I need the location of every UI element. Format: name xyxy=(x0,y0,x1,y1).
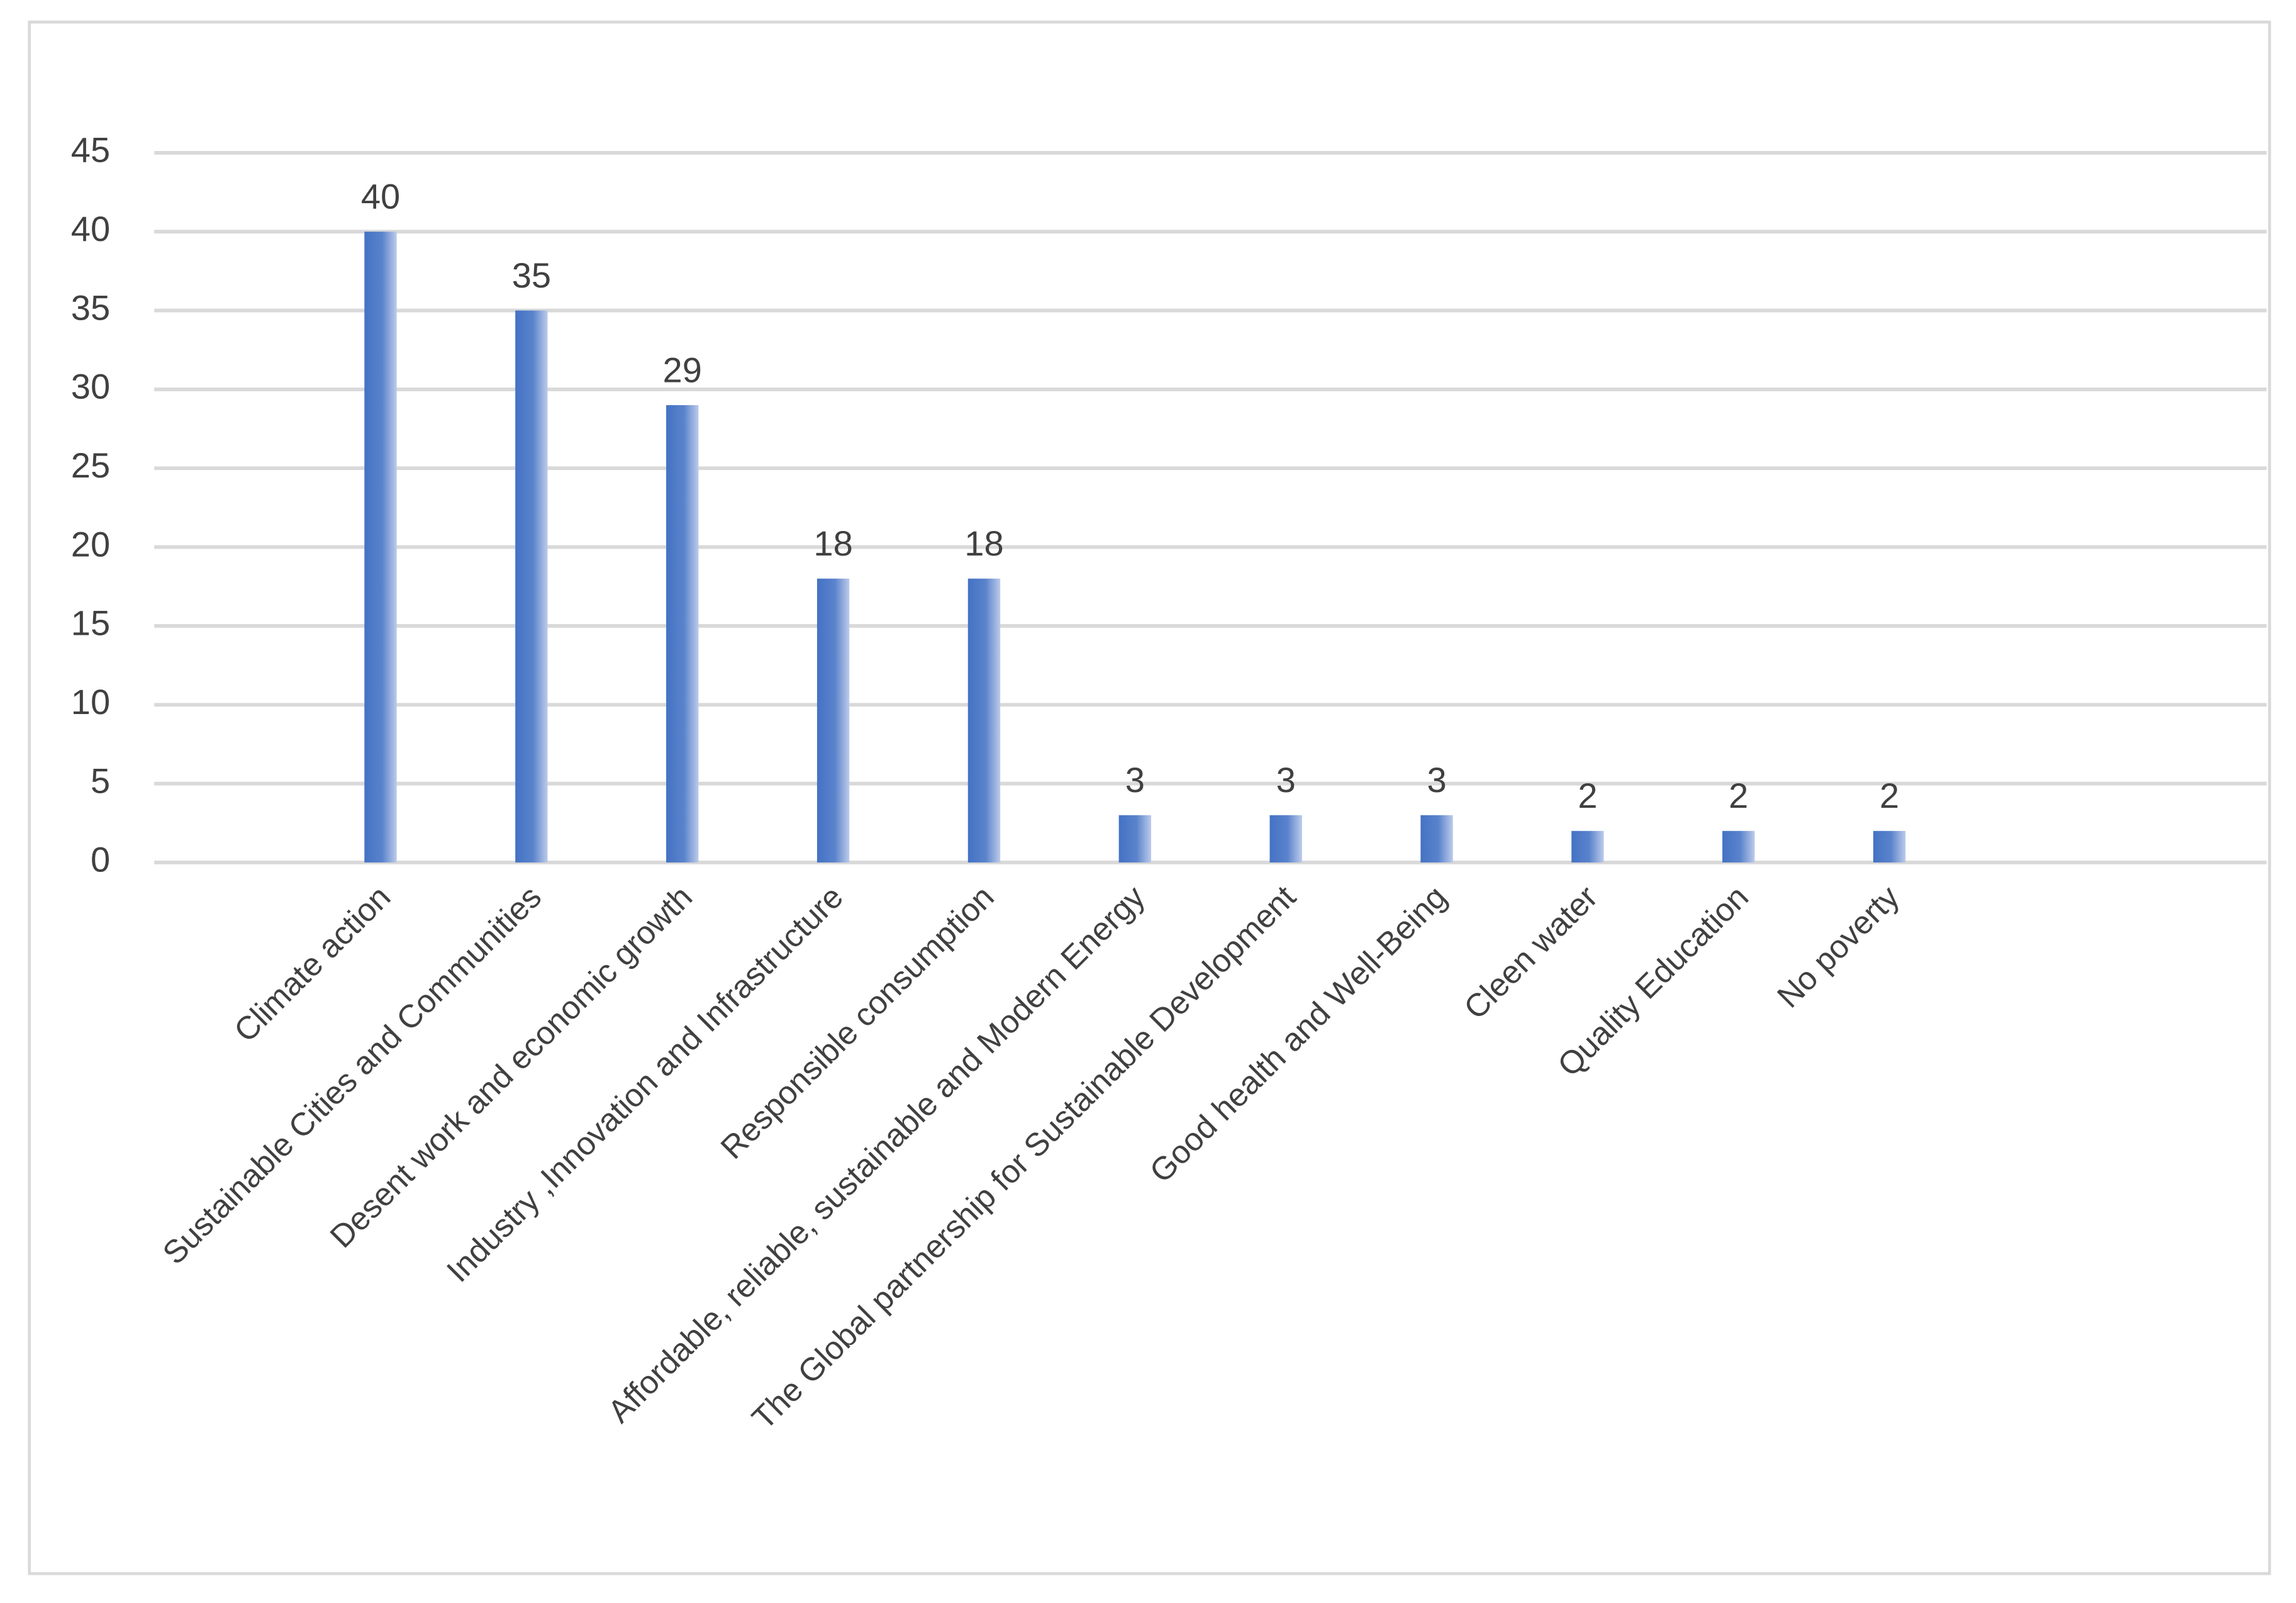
y-tick-label: 25 xyxy=(71,445,110,485)
bar xyxy=(1118,815,1152,863)
bar xyxy=(1571,830,1604,863)
bar xyxy=(364,232,397,863)
bar xyxy=(1722,830,1755,863)
value-label: 35 xyxy=(512,255,551,295)
y-tick-label: 0 xyxy=(91,840,110,880)
value-label: 40 xyxy=(361,177,400,216)
value-label: 3 xyxy=(1276,760,1296,800)
value-label: 2 xyxy=(1880,776,1899,815)
value-label: 18 xyxy=(813,523,852,563)
bar xyxy=(1420,815,1453,863)
value-label: 3 xyxy=(1427,760,1446,800)
y-tick-label: 40 xyxy=(71,209,110,249)
bar xyxy=(1269,815,1302,863)
value-label: 18 xyxy=(964,523,1003,563)
value-label: 3 xyxy=(1125,760,1145,800)
bar xyxy=(816,578,850,863)
y-tick-label: 20 xyxy=(71,524,110,564)
y-tick-label: 30 xyxy=(71,367,110,406)
bar xyxy=(666,405,699,863)
bar xyxy=(1873,830,1906,863)
bar xyxy=(515,310,548,863)
y-tick-label: 10 xyxy=(71,682,110,722)
y-tick-label: 35 xyxy=(71,288,110,327)
chart-border xyxy=(28,20,2271,1575)
bar xyxy=(967,578,1001,863)
y-tick-label: 15 xyxy=(71,603,110,643)
y-tick-label: 5 xyxy=(91,761,110,800)
value-label: 29 xyxy=(663,350,702,389)
value-label: 2 xyxy=(1578,776,1597,815)
value-label: 2 xyxy=(1729,776,1748,815)
y-tick-label: 45 xyxy=(71,130,110,170)
